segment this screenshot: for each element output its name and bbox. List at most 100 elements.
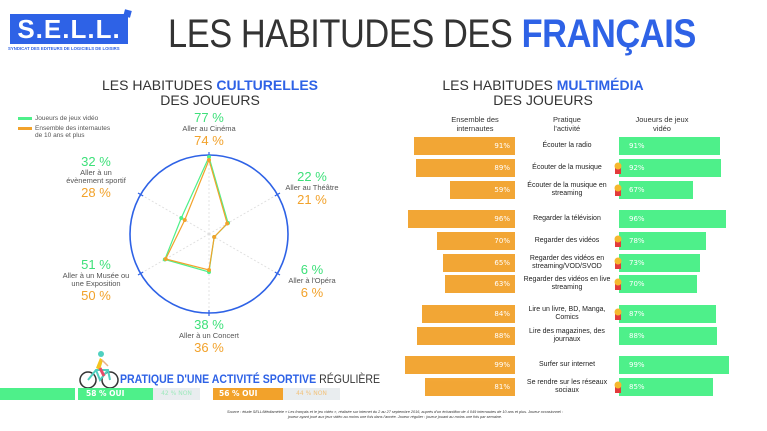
radar-label: 32 % Aller à un évènement sportif 28 % [66, 155, 126, 199]
bar-all: 99% [405, 356, 515, 374]
multimedia-title-accent: MULTIMÉDIA [556, 77, 644, 93]
radar-value-all: 21 % [297, 192, 327, 207]
activity-label: Se rendre sur les réseaux sociaux [526, 379, 608, 394]
sport-all-no: 44 % NON [283, 388, 340, 400]
bar-all: 96% [408, 210, 515, 228]
medal-icon [614, 235, 622, 247]
bar-gamers: 70% [619, 275, 697, 293]
bar-gamers: 96% [619, 210, 726, 228]
radar-value-gamers: 51 % [81, 257, 111, 272]
radar-value-all: 36 % [194, 340, 224, 355]
radar-value-gamers: 38 % [194, 317, 224, 332]
legend-item-all: Ensemble des internautes de 10 ans et pl… [18, 125, 113, 139]
title-accent: FRANÇAIS [521, 12, 697, 56]
cyclist-icon [79, 351, 119, 389]
radar-label: 77 % Aller au Cinéma 74 % [164, 111, 254, 147]
sport-title: PRATIQUE D'UNE ACTIVITÉ SPORTIVE RÉGULIÈ… [120, 372, 380, 386]
radar-point [207, 158, 211, 162]
activity-label: Lire des magazines, des journaux [529, 328, 605, 343]
legend-label: Ensemble des internautes de 10 ans et pl… [35, 125, 111, 139]
radar-point [207, 268, 211, 272]
radar-axis-tick [274, 192, 281, 197]
legend-label: Joueurs de jeux vidéo [35, 115, 99, 122]
bar-gamers: 87% [619, 305, 716, 323]
radar-label: 38 % Aller à un Concert 36 % [164, 318, 254, 354]
radar-category: Aller au Théâtre [285, 183, 339, 192]
activity-label: Regarder des vidéos [534, 237, 600, 244]
sport-gamers-no: 42 % NON [153, 388, 200, 400]
medal-icon [614, 184, 622, 196]
radar-label: 22 % Aller au Théâtre 21 % [267, 170, 357, 206]
culture-title-line2: DES JOUEURS [160, 92, 260, 108]
page-title: LES HABITUDES DES FRANÇAIS [168, 12, 696, 57]
sport-title-plain: RÉGULIÈRE [316, 372, 381, 386]
medal-icon [614, 257, 622, 269]
legend-item-gamers: Joueurs de jeux vidéo [18, 115, 113, 122]
radar-series-all [164, 158, 228, 271]
bar-gamers: 67% [619, 181, 694, 199]
radar-value-gamers: 32 % [81, 154, 111, 169]
bar-all: 65% [442, 254, 515, 272]
culture-title: LES HABITUDES CULTURELLES DES JOUEURS [80, 78, 340, 108]
bar-gamers: 73% [619, 254, 701, 272]
radar-label: 6 % Aller à l'Opéra 6 % [267, 263, 357, 299]
activity-label: Regarder des vidéos en streaming/VOD/SVO… [529, 255, 605, 270]
multimedia-title: LES HABITUDES MULTIMÉDIA DES JOUEURS [413, 78, 673, 108]
radar-axis [208, 233, 278, 274]
medal-icon [614, 162, 622, 174]
activity-label: Regarder la télévision [533, 215, 601, 222]
culture-title-accent: CULTURELLES [216, 77, 318, 93]
col-header-gamers: Joueurs de jeux vidéo [635, 115, 689, 133]
radar-category: Aller à un Musée ou une Exposition [62, 271, 130, 288]
radar-axis [140, 194, 210, 235]
sport-bar-lead [0, 388, 75, 400]
radar-axis-tick [274, 271, 281, 276]
radar-axis-tick [137, 192, 144, 197]
bar-gamers: 78% [619, 232, 706, 250]
bar-all: 84% [421, 305, 515, 323]
activity-label: Écouter de la musique en streaming [527, 182, 607, 197]
bar-gamers: 91% [619, 137, 720, 155]
activity-label: Lire un livre, BD, Manga, Comics [528, 306, 606, 321]
radar-category: Aller au Cinéma [182, 124, 236, 133]
radar-axis [140, 233, 210, 274]
bar-all: 70% [437, 232, 515, 250]
radar-point [207, 155, 211, 159]
radar-axis [208, 194, 278, 235]
sport-title-accent: PRATIQUE D'UNE ACTIVITÉ SPORTIVE [120, 372, 317, 386]
radar-point [179, 216, 184, 220]
radar-axis-tick [137, 271, 144, 276]
radar-category: Aller à l'Opéra [288, 276, 336, 285]
bar-all: 91% [413, 137, 515, 155]
medal-icon [614, 381, 622, 393]
bar-all: 59% [449, 181, 515, 199]
radar-label: 51 % Aller à un Musée ou une Exposition … [61, 258, 131, 302]
bar-gamers: 92% [619, 159, 722, 177]
radar-value-gamers: 77 % [194, 110, 224, 125]
bar-all: 81% [425, 378, 515, 396]
multimedia-title-line2: DES JOUEURS [493, 92, 593, 108]
radar-value-all: 50 % [81, 288, 111, 303]
activity-label: Écouter la radio [542, 142, 592, 149]
sell-logo: S.E.L.L. [10, 14, 128, 44]
col-header-all: Ensemble des internautes [451, 115, 499, 133]
radar-point [212, 235, 217, 239]
bar-gamers: 85% [619, 378, 714, 396]
source-note: Source : étude SELL/Médiamétrie « Les fr… [227, 410, 563, 419]
radar-value-all: 28 % [81, 185, 111, 200]
bar-gamers: 88% [619, 327, 717, 345]
legend-swatch-green [18, 116, 32, 120]
sport-gamers-yes: 58 % OUI [78, 388, 153, 400]
logo-subtitle: SYNDICAT DES EDITEURS DE LOGICIELS DE LO… [8, 46, 120, 51]
radar-legend: Joueurs de jeux vidéo Ensemble des inter… [18, 115, 113, 139]
bar-all: 89% [416, 159, 515, 177]
bar-all: 88% [417, 327, 515, 345]
sport-all-yes: 56 % OUI [213, 388, 283, 400]
radar-point [163, 257, 168, 261]
radar-value-gamers: 22 % [297, 169, 327, 184]
activity-label: Surfer sur internet [538, 361, 596, 368]
radar-value-gamers: 6 % [300, 262, 324, 277]
title-plain: LES HABITUDES DES [168, 12, 522, 56]
multimedia-title-plain: LES HABITUDES [442, 77, 557, 93]
medal-icon [614, 308, 622, 320]
